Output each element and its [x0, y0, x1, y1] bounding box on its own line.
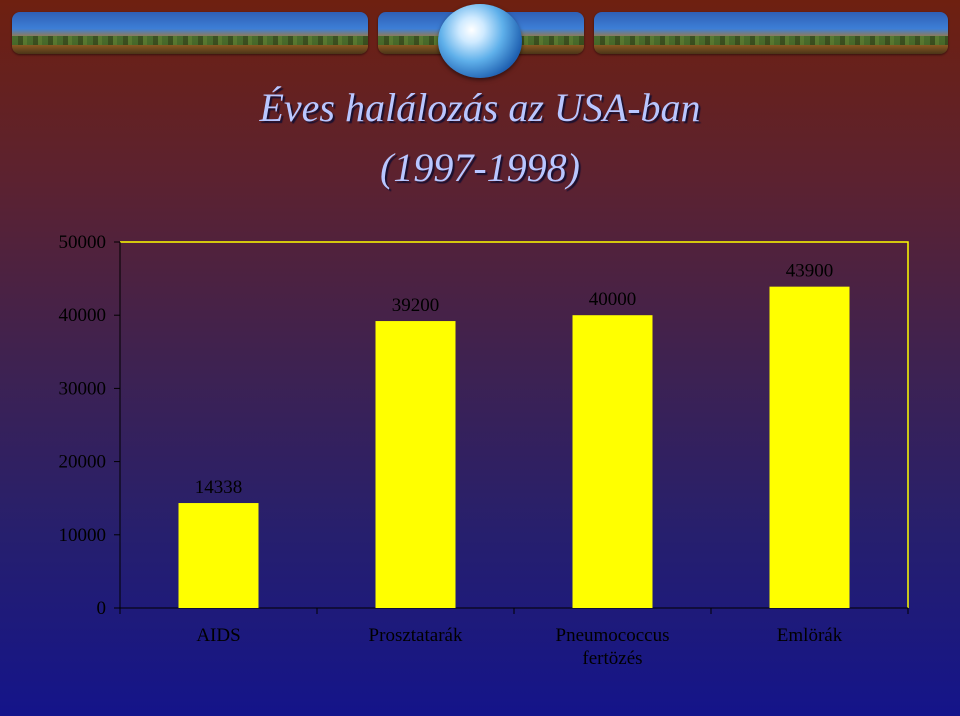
- y-tick-label: 20000: [59, 452, 107, 473]
- bar: [572, 315, 653, 608]
- data-label: 14338: [195, 477, 243, 498]
- bar: [769, 286, 850, 608]
- title-line-2: (1997-1998): [380, 145, 580, 190]
- x-category-label: fertözés: [582, 648, 642, 669]
- header-banner-right: [594, 12, 948, 54]
- y-tick-label: 10000: [59, 525, 107, 546]
- x-category-label: Prosztatarák: [369, 625, 463, 646]
- globe-icon: [438, 4, 522, 78]
- header-banner-left: [12, 12, 368, 54]
- x-category-label: Emlörák: [777, 625, 843, 646]
- y-tick-label: 50000: [59, 232, 107, 253]
- bar: [178, 503, 259, 608]
- x-category-label: Pneumococcus: [556, 625, 670, 646]
- y-tick-label: 30000: [59, 378, 107, 399]
- plot-area-border: [120, 241, 909, 608]
- data-label: 40000: [589, 289, 637, 310]
- data-label: 39200: [392, 295, 440, 316]
- data-label: 43900: [786, 261, 834, 282]
- y-tick-label: 40000: [59, 305, 107, 326]
- x-category-label: AIDS: [196, 625, 240, 646]
- bar: [375, 321, 456, 608]
- y-tick-label: 0: [97, 598, 107, 619]
- title-line-1: Éves halálozás az USA-ban: [259, 85, 701, 130]
